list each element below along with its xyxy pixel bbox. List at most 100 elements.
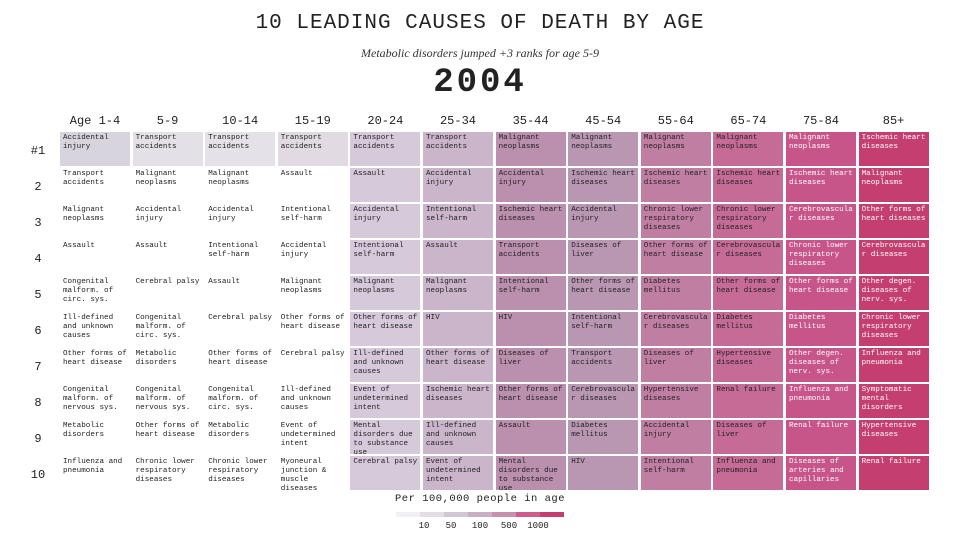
cause-cell: Mental disorders due to substance use bbox=[350, 420, 421, 454]
cause-cell: Intentional self-harm bbox=[495, 276, 566, 310]
cause-cell: Other forms of heart disease bbox=[280, 314, 345, 331]
cause-cell: Other forms of heart diseases bbox=[858, 204, 929, 238]
cause-cell: Congenital malform. of circ. sys. bbox=[208, 386, 259, 412]
cause-cell: Intentional self-harm bbox=[350, 240, 421, 274]
cause-cell: Malignant neoplasms bbox=[786, 132, 856, 166]
cause-cell: Accidental injury bbox=[350, 204, 421, 238]
rank-label: 3 bbox=[34, 216, 42, 230]
cause-cell: Ischemic heart diseases bbox=[495, 204, 566, 238]
cause-cell: Congenital malform. of circ. sys. bbox=[135, 314, 186, 340]
cause-cell: Accidental injury bbox=[568, 204, 639, 238]
cause-cell: Ischemic heart diseases bbox=[568, 168, 639, 202]
cause-cell: Assault bbox=[423, 240, 493, 274]
cause-cell: Assault bbox=[63, 242, 95, 250]
cause-cell: Diabetes mellitus bbox=[568, 420, 639, 454]
cause-cell: Ischemic heart diseases bbox=[713, 168, 784, 202]
column-header: 15-19 bbox=[294, 114, 331, 128]
column-header: 45-54 bbox=[585, 114, 622, 128]
cause-cell: Event of undetermined intent bbox=[423, 456, 493, 490]
cause-cell: Transport accidents bbox=[277, 132, 348, 166]
cause-cell: Malignant neoplasms bbox=[495, 132, 566, 166]
cause-cell: Accidental injury bbox=[423, 168, 493, 202]
cause-cell: Ischemic heart diseases bbox=[858, 132, 929, 166]
cause-cell: Diabetes mellitus bbox=[786, 312, 856, 346]
cause-cell: Diseases of liver bbox=[495, 348, 566, 382]
cause-cell: Accidental injury bbox=[208, 206, 254, 223]
cause-cell: Hypertensive diseases bbox=[858, 420, 929, 454]
cause-cell: Chronic lower respiratory diseases bbox=[135, 458, 195, 484]
legend-title: Per 100,000 people in age bbox=[394, 493, 566, 505]
rank-label: 4 bbox=[34, 252, 42, 266]
cause-cell: Cerebral palsy bbox=[208, 314, 272, 322]
cause-cell: Ischemic heart diseases bbox=[423, 384, 493, 418]
legend-swatch bbox=[492, 512, 516, 517]
cause-cell: Event of undetermined intent bbox=[280, 422, 336, 448]
legend-swatch bbox=[444, 512, 468, 517]
cause-cell: Transport accidents bbox=[132, 132, 203, 166]
cause-cell: Malignant neoplasms bbox=[423, 276, 493, 310]
cause-cell: Transport accidents bbox=[495, 240, 566, 274]
column-header: 35-44 bbox=[512, 114, 549, 128]
rank-label: 2 bbox=[34, 180, 42, 194]
cause-cell: Diabetes mellitus bbox=[713, 312, 784, 346]
cause-cell: Malignant neoplasms bbox=[640, 132, 711, 166]
cause-cell: Malignant neoplasms bbox=[713, 132, 784, 166]
cause-cell: Event of undetermined intent bbox=[350, 384, 421, 418]
cause-cell: Intentional self-harm bbox=[423, 204, 493, 238]
cause-cell: Cerebrovascular diseases bbox=[713, 240, 784, 274]
cause-cell: Malignant neoplasms bbox=[350, 276, 421, 310]
cause-cell: Intentional self-harm bbox=[208, 242, 259, 259]
cause-cell: Congenital malform. of circ. sys. bbox=[63, 278, 114, 304]
cause-cell: Accidental injury bbox=[60, 132, 130, 166]
cause-cell: Influenza and pneumonia bbox=[786, 384, 856, 418]
cause-cell: Cerebral palsy bbox=[280, 350, 345, 358]
cause-cell: Assault bbox=[280, 170, 313, 178]
cause-cell: Other degen. diseases of nerv. sys. bbox=[786, 348, 856, 382]
cause-cell: Other forms of heart disease bbox=[63, 350, 127, 367]
cause-cell: Assault bbox=[495, 420, 566, 454]
chart-title: 10 LEADING CAUSES OF DEATH BY AGE bbox=[255, 12, 705, 35]
cause-cell: Diseases of liver bbox=[713, 420, 784, 454]
cause-cell: Cerebrovascular diseases bbox=[568, 384, 639, 418]
cause-cell: Transport accidents bbox=[568, 348, 639, 382]
column-header: Age 1-4 bbox=[69, 114, 121, 128]
cause-cell: Mental disorders due to substance use bbox=[495, 456, 566, 490]
rank-label: 8 bbox=[34, 396, 42, 410]
cause-cell: Other forms of heart disease bbox=[135, 422, 200, 439]
cause-cell: Hypertensive diseases bbox=[713, 348, 784, 382]
cause-cell: Diabetes mellitus bbox=[640, 276, 711, 310]
cause-cell: Ischemic heart diseases bbox=[640, 168, 711, 202]
cause-cell: Other forms of heart disease bbox=[640, 240, 711, 274]
cause-cell: Metabolic disorders bbox=[208, 422, 250, 439]
legend-tick-label: 100 bbox=[471, 521, 489, 531]
cause-cell: Ill-defined and unknown causes bbox=[350, 348, 421, 382]
chart-subtitle: Metabolic disorders jumped +3 ranks for … bbox=[361, 46, 599, 60]
cause-cell: Accidental injury bbox=[640, 420, 711, 454]
legend-tick-label: 500 bbox=[500, 521, 518, 531]
cause-cell: Cerebral palsy bbox=[135, 278, 200, 286]
cause-cell: Ill-defined and unknown causes bbox=[423, 420, 493, 454]
cause-cell: Accidental injury bbox=[135, 206, 182, 223]
column-header: 55-64 bbox=[657, 114, 694, 128]
cause-cell: Diseases of arteries and capillaries bbox=[786, 456, 856, 490]
cause-cell: Other forms of heart disease bbox=[423, 348, 493, 382]
cause-cell: Renal failure bbox=[713, 384, 784, 418]
cause-cell: Malignant neoplasms bbox=[63, 206, 105, 223]
cause-cell: Influenza and pneumonia bbox=[858, 348, 929, 382]
cause-cell: Myoneural junction & muscle diseases bbox=[280, 458, 327, 490]
rank-label: 6 bbox=[34, 324, 42, 338]
column-header: 65-74 bbox=[730, 114, 767, 128]
cause-cell: Other forms of heart disease bbox=[350, 312, 421, 346]
cause-cell: HIV bbox=[568, 456, 639, 490]
cause-cell: Congenital malform. of nervous sys. bbox=[135, 386, 191, 412]
cause-cell: Assault bbox=[135, 242, 168, 250]
legend-swatch bbox=[420, 512, 444, 517]
cause-cell: Cerebrovascular diseases bbox=[640, 312, 711, 346]
cause-cell: Intentional self-harm bbox=[280, 206, 331, 223]
cause-cell: Diseases of liver bbox=[568, 240, 639, 274]
cause-cell: Influenza and pneumonia bbox=[713, 456, 784, 490]
column-header: 10-14 bbox=[222, 114, 259, 128]
cause-cell: Transport accidents bbox=[63, 170, 105, 187]
year-label: 2004 bbox=[433, 64, 527, 102]
cause-cell: Chronic lower respiratory diseases bbox=[786, 240, 856, 274]
